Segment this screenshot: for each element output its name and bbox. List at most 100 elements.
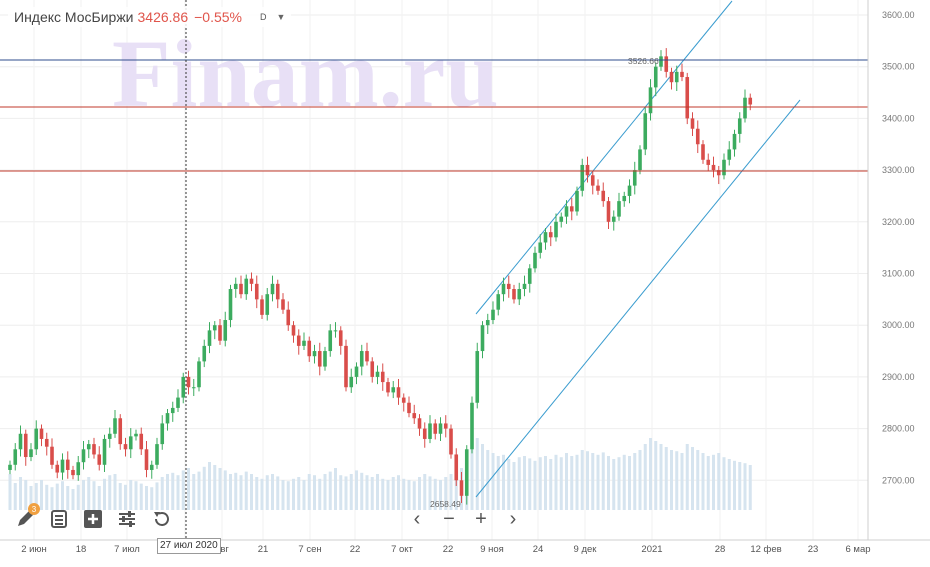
candle-body (517, 289, 522, 300)
candle-body (407, 402, 411, 414)
volume-bar (103, 478, 106, 510)
candle-body (674, 71, 679, 83)
y-axis: 2700.00 2800.00 2900.00 3000.00 3100.00 3200.… (867, 0, 930, 540)
candle-body (596, 185, 600, 191)
minus-icon[interactable]: − (443, 507, 455, 530)
volume-bar (675, 451, 679, 510)
x-tick-label: 23 (808, 544, 819, 555)
candle-body (653, 66, 658, 88)
candle-body (55, 464, 60, 473)
volume-bar (66, 486, 70, 510)
candle-body (191, 387, 196, 389)
volume-bar (166, 474, 169, 510)
candle-body (291, 325, 296, 336)
chevron-down-icon[interactable]: ▼ (276, 12, 286, 22)
candle-body (102, 438, 107, 465)
list-icon[interactable] (46, 506, 72, 532)
volume-bar (181, 470, 185, 510)
volume-bar (748, 465, 752, 510)
volume-bar (706, 456, 710, 510)
candle-body (286, 309, 291, 326)
candle-body (244, 278, 249, 295)
y-tick-label: 2700.00 (882, 475, 915, 485)
candle-body (695, 128, 700, 145)
candle-body (118, 418, 123, 445)
volume-bar (223, 470, 227, 510)
volume-bar (150, 487, 154, 510)
volume-bar (733, 460, 736, 510)
candle-body (454, 454, 459, 481)
volume-bar (71, 489, 75, 510)
candle-body (81, 449, 86, 463)
x-tick-label: 6 мар (845, 544, 870, 555)
candle-body (485, 320, 490, 326)
volume-bar (229, 474, 232, 510)
candle-body (260, 299, 264, 315)
candle-body (527, 268, 532, 284)
candle-body (470, 402, 474, 450)
plus-icon[interactable]: + (475, 507, 487, 530)
candle-body (737, 118, 742, 134)
volume-bar (276, 476, 280, 510)
volume-bar (349, 474, 353, 510)
candle-body (512, 289, 516, 300)
candle-body (123, 444, 128, 450)
candle-body (401, 397, 406, 403)
pencil-icon[interactable]: 3 (12, 503, 40, 532)
candle-body (86, 444, 91, 450)
volume-bars (8, 426, 752, 510)
candle-body (459, 480, 464, 496)
candle-body (422, 428, 427, 439)
candle-body (543, 232, 548, 243)
candle-body (711, 164, 716, 171)
candle-body (622, 195, 627, 202)
candle-body (533, 252, 537, 269)
candle-body (449, 428, 453, 455)
candle-body (349, 376, 354, 388)
candle-body (506, 283, 511, 290)
sliders-icon[interactable] (114, 506, 140, 532)
volume-bar (554, 454, 558, 510)
volume-bar (428, 476, 432, 510)
volume-bar (218, 468, 222, 510)
add-box-icon[interactable] (80, 506, 106, 532)
candle-body (722, 159, 726, 176)
volume-bar (481, 444, 484, 510)
candle-body (197, 361, 201, 388)
candle-body (359, 351, 364, 367)
timeframe-selector[interactable]: D (260, 12, 267, 22)
volume-bar (370, 477, 374, 510)
candle-body (617, 201, 621, 217)
candle-body (501, 283, 506, 295)
undo-icon[interactable] (148, 506, 174, 532)
volume-bar (743, 463, 747, 510)
candle-body (312, 351, 317, 357)
candle-body (428, 423, 432, 439)
volume-bar (376, 474, 379, 510)
volume-bar (45, 484, 49, 510)
volume-bar (297, 477, 301, 510)
candle-body (44, 438, 49, 447)
candle-body (690, 118, 695, 129)
volume-bar (591, 453, 595, 510)
chevron-right-icon[interactable]: › (509, 507, 517, 530)
candle-body (643, 113, 648, 150)
candle-body (160, 423, 165, 445)
chevron-left-icon[interactable]: ‹ (413, 507, 421, 530)
candle-body (139, 433, 144, 450)
volume-bar (82, 480, 85, 510)
volume-bar (323, 474, 327, 510)
candle-body (8, 464, 12, 470)
channel-upper-line (475, 0, 733, 315)
candle-body (554, 221, 558, 238)
x-axis: 2 июн 18 7 июл авг 21 7 сен 22 7 окт 22 9 ноя 24 9 … (0, 539, 930, 555)
x-tick-label: 9 дек (574, 544, 598, 555)
volume-bar (234, 472, 238, 510)
volume-bar (670, 450, 673, 510)
volume-bar (423, 474, 427, 510)
volume-bar (523, 456, 526, 510)
candle-body (212, 325, 217, 331)
candle-body (443, 423, 448, 429)
x-tick-label: 2021 (641, 544, 662, 555)
